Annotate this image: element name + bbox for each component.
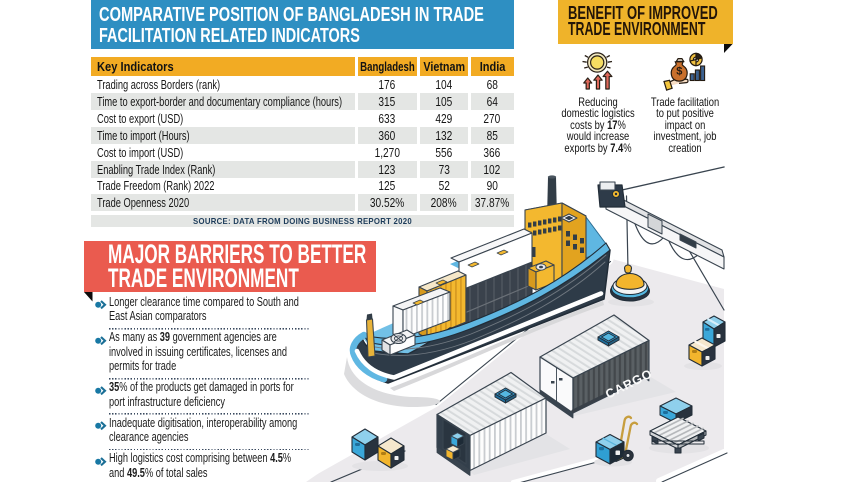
svg-text:$: $ bbox=[676, 66, 682, 78]
